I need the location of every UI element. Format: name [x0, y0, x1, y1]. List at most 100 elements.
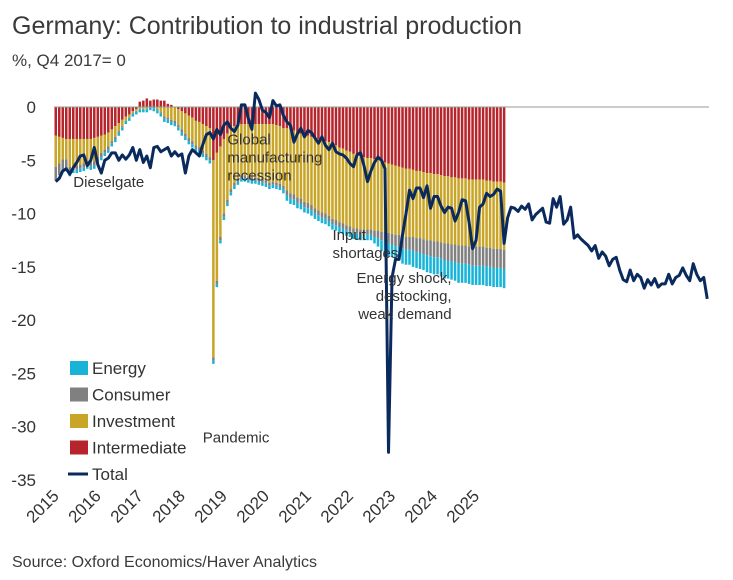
bar-investment — [229, 129, 233, 190]
bar-consumer — [355, 228, 359, 234]
bar-intermediate — [390, 107, 394, 165]
bar-consumer — [481, 246, 485, 266]
bar-intermediate — [121, 107, 124, 120]
bar-energy — [187, 141, 191, 145]
bar-investment — [345, 150, 348, 226]
chart-area: 0-5-10-15-20-25-30-35 2015 2016 2017 2018 20… — [11, 91, 709, 527]
bar-consumer — [478, 246, 481, 266]
bar-intermediate — [338, 107, 341, 148]
bar-investment — [404, 168, 408, 238]
bar-investment — [145, 107, 149, 110]
bar-intermediate — [82, 107, 86, 139]
bar-consumer — [215, 280, 219, 284]
bar-energy — [289, 198, 292, 204]
bar-consumer — [187, 137, 191, 142]
bar-energy — [299, 203, 303, 210]
bar-intermediate — [478, 107, 481, 180]
bar-investment — [142, 107, 145, 110]
bar-intermediate — [177, 107, 180, 110]
bar-intermediate — [187, 107, 191, 116]
bar-energy — [184, 136, 187, 141]
bar-energy — [82, 167, 86, 171]
bar-investment — [236, 125, 240, 179]
x-tick-label: 2015 — [23, 486, 63, 526]
bar-intermediate — [376, 107, 380, 161]
bar-consumer — [418, 238, 422, 253]
bar-energy — [75, 169, 79, 174]
bar-intermediate — [502, 107, 506, 183]
bar-investment — [215, 152, 219, 281]
bar-investment — [299, 133, 303, 199]
bar-consumer — [495, 248, 499, 268]
bar-energy — [261, 182, 264, 186]
bar-consumer — [425, 240, 429, 256]
bar-investment — [341, 148, 345, 224]
bar-investment — [82, 138, 86, 164]
bar-consumer — [121, 126, 124, 128]
bar-consumer — [152, 107, 156, 109]
bar-investment — [110, 129, 114, 142]
bar-consumer — [474, 246, 478, 266]
bar-intermediate — [107, 107, 110, 133]
bar-investment — [436, 174, 439, 242]
bar-intermediate — [352, 107, 355, 154]
bar-investment — [79, 138, 82, 165]
bar-intermediate — [331, 107, 334, 145]
bar-consumer — [212, 357, 215, 361]
bar-intermediate — [457, 107, 460, 179]
bar-consumer — [457, 245, 460, 264]
bar-energy — [159, 113, 163, 117]
bar-energy — [236, 181, 240, 185]
bar-consumer — [54, 166, 58, 181]
bar-energy — [478, 265, 481, 285]
bar-intermediate — [387, 107, 390, 164]
bar-investment — [254, 124, 257, 178]
bar-consumer — [219, 237, 222, 241]
bar-intermediate — [404, 107, 408, 169]
bar-intermediate — [453, 107, 457, 178]
bar-consumer — [264, 180, 268, 184]
bar-investment — [226, 133, 229, 200]
bar-intermediate — [348, 107, 352, 152]
bar-intermediate — [383, 107, 387, 163]
bar-investment — [75, 138, 79, 166]
bar-investment — [422, 172, 425, 240]
bar-consumer — [82, 163, 86, 168]
bar-intermediate — [68, 107, 72, 139]
bar-investment — [453, 177, 457, 245]
bar-intermediate — [229, 107, 233, 130]
bar-intermediate — [394, 107, 397, 166]
bar-intermediate — [163, 100, 166, 107]
bar-intermediate — [345, 107, 348, 151]
bar-consumer — [191, 141, 194, 145]
bar-investment — [331, 144, 334, 219]
bar-investment — [285, 128, 289, 191]
bar-intermediate — [460, 107, 464, 179]
stacked-bars — [54, 98, 506, 364]
series-line-total — [54, 91, 709, 454]
bar-energy — [117, 132, 121, 136]
bar-consumer — [303, 201, 306, 208]
bar-investment — [250, 124, 254, 178]
bar-consumer — [408, 237, 411, 250]
bar-investment — [222, 138, 226, 214]
bar-consumer — [299, 198, 303, 204]
bar-investment — [320, 140, 324, 213]
bar-intermediate — [110, 107, 114, 130]
bar-consumer — [89, 162, 93, 167]
bar-consumer — [57, 163, 61, 176]
bar-investment — [292, 130, 296, 195]
x-tick-label: 2022 — [317, 486, 357, 526]
bar-consumer — [306, 202, 310, 209]
y-tick-label: -30 — [11, 418, 36, 437]
y-axis: 0 -5 -10 -15 -20 -25 -30 -35 — [11, 98, 36, 490]
bar-investment — [100, 135, 103, 153]
bar-consumer — [100, 152, 103, 158]
bar-consumer — [373, 230, 376, 238]
bar-investment — [233, 126, 236, 183]
bar-consumer — [338, 222, 341, 228]
bar-consumer — [471, 246, 474, 266]
bar-consumer — [345, 225, 348, 231]
bar-consumer — [233, 182, 236, 186]
bar-investment — [103, 134, 107, 150]
